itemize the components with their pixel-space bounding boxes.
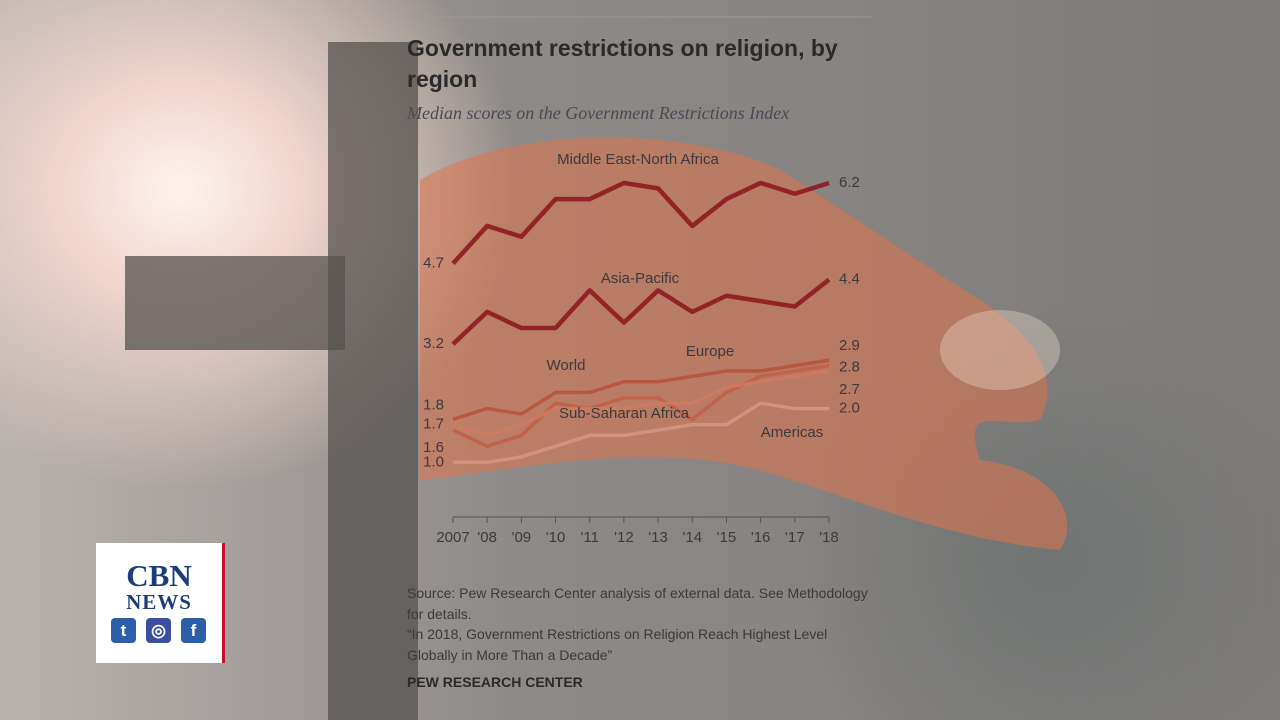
value-label: 3.2 (423, 335, 444, 352)
cloud (940, 310, 1060, 390)
flag-shape (420, 137, 1068, 550)
series-line (451, 277, 831, 346)
x-tick-label: '13 (648, 529, 668, 546)
series-line (453, 401, 829, 465)
source-quote: “In 2018, Government Restrictions on Rel… (407, 626, 828, 663)
source: Source: Pew Research Center analysis of … (407, 583, 877, 665)
chart-subtitle: Median scores on the Government Restrict… (407, 103, 790, 123)
x-tick-label: '15 (717, 529, 737, 546)
value-label: 1.0 (423, 453, 444, 470)
series-line (452, 363, 830, 448)
value-label: 2.0 (839, 400, 860, 417)
series-label: Middle East-North Africa (557, 151, 719, 168)
series-label: Europe (686, 343, 734, 360)
x-tick-label: '12 (614, 529, 634, 546)
series-line (452, 358, 830, 421)
logo-news: NEWS (126, 590, 192, 614)
value-label: 1.7 (423, 416, 444, 433)
series-label: World (547, 357, 586, 374)
x-tick-label: 2007 (436, 529, 469, 546)
value-label: 1.6 (423, 439, 444, 456)
x-tick-label: '18 (819, 529, 839, 546)
source-note: Source: Pew Research Center analysis of … (407, 585, 868, 622)
value-label: 1.8 (423, 396, 444, 413)
value-label: 4.4 (839, 271, 860, 288)
credit: PEW RESEARCH CENTER (407, 674, 583, 690)
series-line (452, 369, 830, 438)
value-label: 4.7 (423, 255, 444, 272)
x-tick-label: '11 (581, 529, 599, 546)
value-label: 2.9 (839, 337, 860, 354)
x-tick-label: '10 (546, 529, 566, 546)
x-tick-label: '09 (512, 529, 532, 546)
cross-vertical (328, 42, 418, 720)
series-label: Americas (761, 424, 824, 441)
x-tick-label: '16 (751, 529, 771, 546)
value-label: 6.2 (839, 174, 860, 191)
chart-title: Government restrictions on religion, by … (407, 35, 838, 92)
twitter-icon[interactable]: t (111, 618, 136, 643)
value-label: 2.8 (839, 359, 860, 376)
series-label: Asia-Pacific (601, 270, 680, 287)
value-label: 2.7 (839, 381, 860, 398)
instagram-icon[interactable]: ◎ (146, 618, 171, 643)
logo-cbn: CBN (126, 558, 192, 593)
x-tick-label: '08 (477, 529, 497, 546)
x-tick-label: '17 (785, 529, 805, 546)
series-line (451, 180, 830, 266)
facebook-icon[interactable]: f (181, 618, 206, 643)
cross-horizontal (125, 256, 345, 350)
cbn-logo: CBN NEWS t ◎ f (96, 543, 225, 663)
series-label: Sub-Saharan Africa (559, 405, 690, 422)
x-tick-label: '14 (682, 529, 702, 546)
